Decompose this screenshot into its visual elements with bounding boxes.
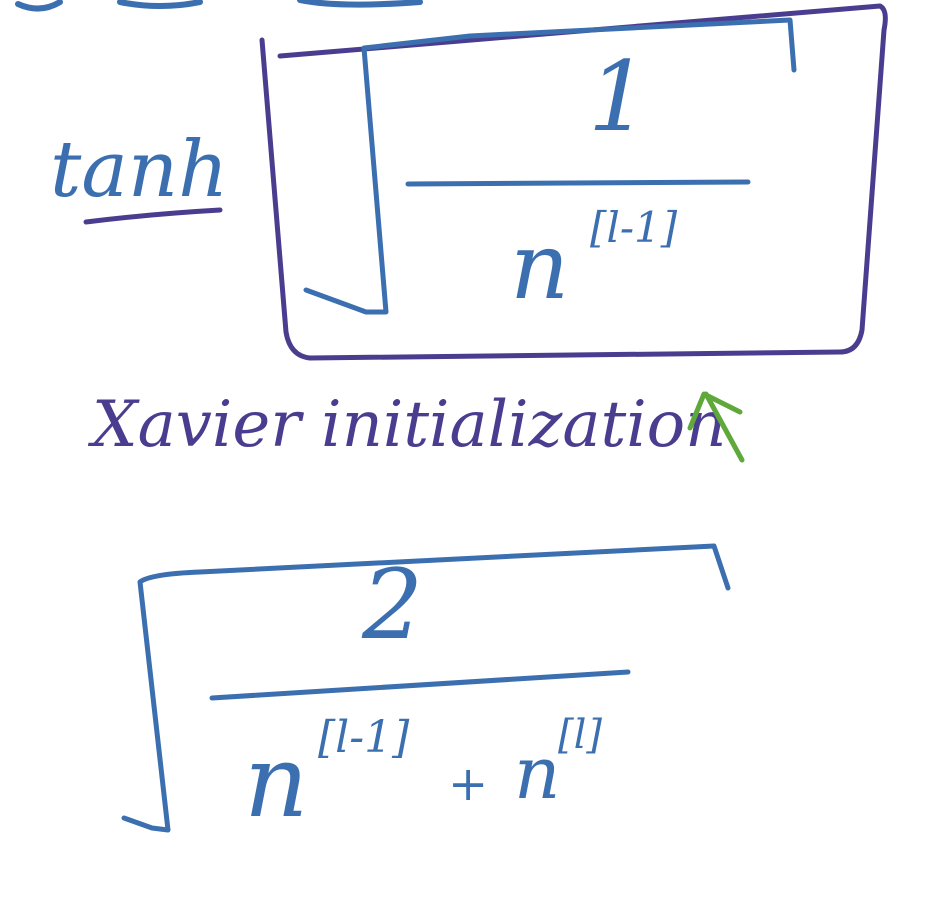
caption-xavier-initialization: Xavier initialization — [87, 388, 726, 462]
green-arrow-icon — [687, 391, 745, 463]
denominator-term-1-superscript: [l-1] — [318, 712, 410, 763]
activation-label-tanh: tanh — [50, 125, 228, 215]
fraction-bar-2 — [209, 669, 631, 701]
denominator-term-1-base: n — [244, 723, 308, 840]
numerator-2: 2 — [361, 549, 423, 661]
sqrt-symbol-1 — [303, 17, 797, 315]
denominator-plus-sign: + — [448, 756, 488, 812]
sqrt-symbol-2 — [121, 543, 731, 833]
fraction-bar-1 — [405, 179, 751, 187]
top-edge-scribble — [15, 0, 423, 12]
denominator-base-1: n — [510, 213, 569, 320]
denominator-term-2-base: n — [514, 731, 560, 815]
denominator-superscript-1: [l-1] — [590, 203, 678, 252]
highlight-box — [259, 3, 888, 361]
denominator-term-2-superscript: [l] — [558, 712, 602, 758]
tanh-underline — [83, 207, 223, 225]
numerator-1: 1 — [588, 41, 649, 153]
